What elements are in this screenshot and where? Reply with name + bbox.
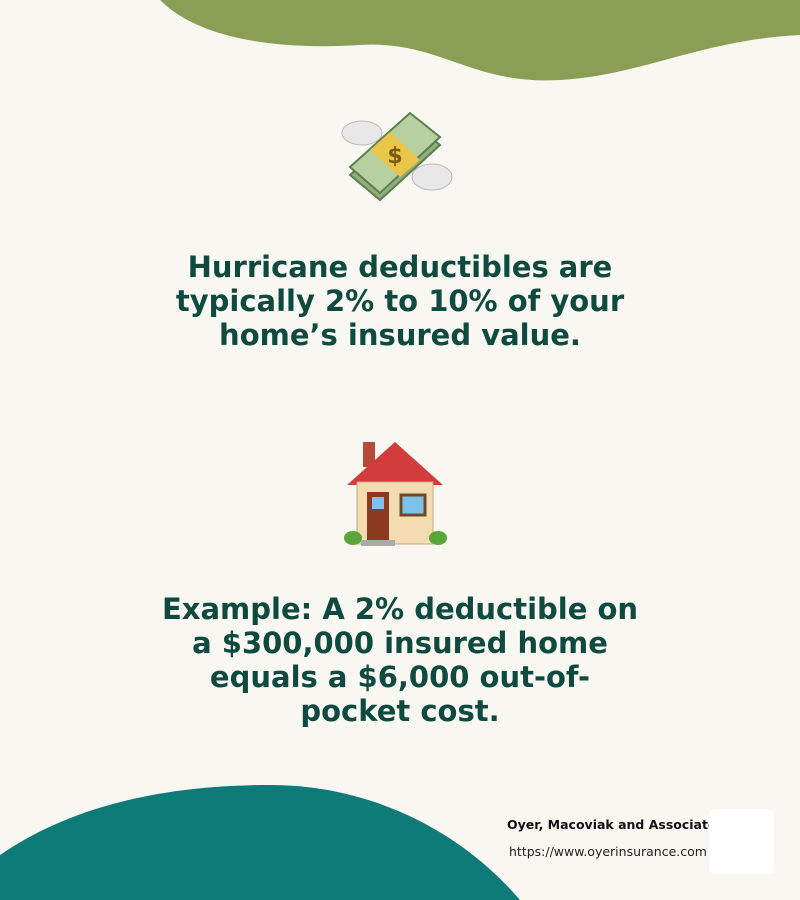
headline-line: Example: A 2% deductible on [161, 592, 639, 626]
headline-example: Example: A 2% deductible on a $300,000 i… [0, 592, 800, 728]
headline-line: home’s insured value. [219, 318, 581, 352]
headline-line: pocket cost. [300, 694, 500, 728]
headline-line: Hurricane deductibles are [187, 250, 613, 284]
top-decorative-blob [160, 0, 800, 81]
headline-line: typically 2% to 10% of your [175, 284, 625, 318]
website-url[interactable]: https://www.oyerinsurance.com [509, 844, 707, 859]
company-name: Oyer, Macoviak and Associates [507, 817, 724, 832]
house-icon [344, 442, 447, 546]
headline-line: a $300,000 insured home [192, 626, 608, 660]
headline-deductible-range: Hurricane deductibles are typically 2% t… [0, 250, 800, 352]
headline-line: equals a $6,000 out-of- [209, 660, 591, 694]
logo-placeholder [709, 809, 774, 874]
bottom-decorative-blob [0, 785, 520, 900]
money-with-wings-icon: $ [341, 111, 453, 202]
svg-text:$: $ [387, 144, 402, 169]
